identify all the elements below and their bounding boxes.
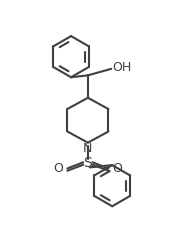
Text: OH: OH [112, 61, 131, 74]
Text: S: S [84, 156, 92, 170]
Text: O: O [112, 162, 122, 175]
Text: N: N [83, 142, 93, 155]
Text: O: O [54, 162, 64, 175]
